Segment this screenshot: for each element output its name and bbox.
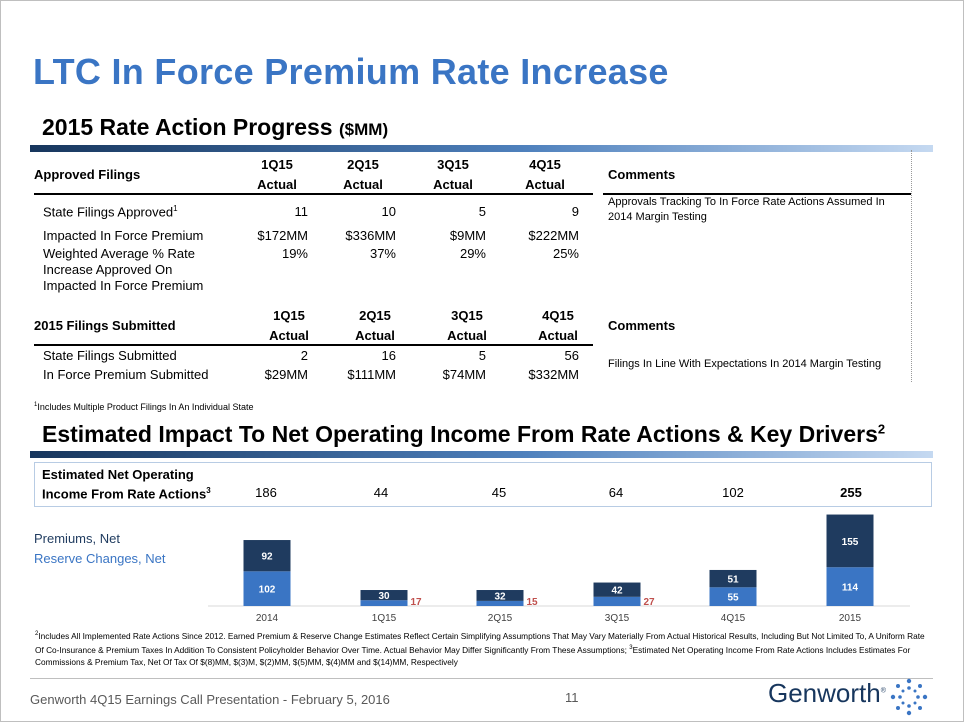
footer-rule	[30, 678, 933, 679]
legend-premiums: Premiums, Net	[34, 531, 120, 546]
approved-filings-header: Approved Filings	[34, 167, 141, 182]
noi-value: 255	[840, 485, 862, 500]
noi-value: 44	[373, 485, 389, 500]
table-cell: $9MM	[449, 228, 486, 243]
table-cell: $222MM	[528, 228, 579, 243]
comments-header-approved: Comments	[608, 167, 676, 182]
comments-header-submitted: Comments	[608, 318, 676, 333]
col-header-4q15: 4Q15 Actual	[538, 308, 578, 343]
table-cell: 2	[300, 348, 308, 363]
noi-label: Estimated Net Operating Income From Rate …	[42, 467, 211, 502]
page-number: 11	[565, 690, 579, 705]
table-cell: 10	[381, 204, 396, 219]
col-header-3q15: 3Q15 Actual	[447, 308, 487, 343]
page-title: LTC In Force Premium Rate Increase	[33, 51, 669, 92]
section-title-noi-impact: Estimated Impact To Net Operating Income…	[42, 421, 886, 447]
table-cell: 5	[478, 204, 486, 219]
footer-text: Genworth 4Q15 Earnings Call Presentation…	[30, 692, 390, 707]
chart-footnote: 2Includes All Implemented Rate Actions S…	[35, 630, 925, 667]
table-cell: $332MM	[528, 367, 579, 382]
table-cell: 11	[294, 204, 309, 219]
table-cell: 25%	[552, 246, 579, 261]
legend-reserve-changes: Reserve Changes, Net	[34, 551, 166, 566]
table-edge	[911, 150, 912, 300]
submitted-filings-header: 2015 Filings Submitted	[34, 318, 176, 333]
table-cell: 56	[564, 348, 579, 363]
noi-value: 102	[722, 485, 744, 500]
table-footnote: 1Includes Multiple Product Filings In An…	[34, 402, 254, 412]
table-cell: $111MM	[347, 367, 396, 382]
table-cell: 29%	[459, 246, 486, 261]
col-header-1q15: 1Q15 Actual	[257, 157, 297, 192]
section-title-text: 2015 Rate Action Progress	[42, 114, 333, 140]
table-cell: $172MM	[257, 228, 308, 243]
genworth-logo: Genworth®	[768, 678, 886, 708]
col-header-2q15: 2Q15 Actual	[355, 308, 395, 343]
noi-value: 186	[255, 485, 277, 500]
row-label-impacted-premium: Impacted In Force Premium	[43, 228, 204, 243]
col-header-4q15: 4Q15 Actual	[525, 157, 565, 192]
row-label-premium-submitted: In Force Premium Submitted	[43, 367, 209, 382]
table-cell: 16	[381, 348, 396, 363]
row-label-weighted-average: Weighted Average % Rate Increase Approved…	[43, 246, 204, 293]
table-cell: $74MM	[442, 367, 486, 382]
table-edge	[911, 302, 912, 382]
section-divider-bottom	[30, 451, 933, 458]
approved-comment: Approvals Tracking To In Force Rate Acti…	[608, 196, 885, 223]
noi-value: 45	[491, 485, 507, 500]
table-rule	[34, 344, 593, 346]
noi-summary-box	[34, 462, 932, 507]
genworth-star-icon	[890, 678, 928, 716]
col-header-3q15: 3Q15 Actual	[433, 157, 473, 192]
table-cell: 37%	[369, 246, 396, 261]
table-cell: $336MM	[345, 228, 396, 243]
row-label-state-filings-approved: State Filings Approved1	[43, 204, 178, 220]
table-cell: 19%	[281, 246, 308, 261]
submitted-comment: Filings In Line With Expectations In 201…	[608, 358, 882, 370]
col-header-2q15: 2Q15 Actual	[343, 157, 383, 192]
col-header-1q15: 1Q15 Actual	[269, 308, 309, 343]
section-divider-top	[30, 145, 933, 152]
section-title-rate-action: 2015 Rate Action Progress ($MM)	[42, 114, 388, 141]
table-cell: 5	[478, 348, 486, 363]
table-cell: 9	[571, 204, 579, 219]
section-unit: ($MM)	[339, 120, 389, 139]
noi-value: 64	[608, 485, 624, 500]
table-rule	[603, 193, 911, 195]
table-rule	[34, 193, 593, 195]
table-cell: $29MM	[264, 367, 308, 382]
row-label-state-filings-submitted: State Filings Submitted	[43, 348, 177, 363]
